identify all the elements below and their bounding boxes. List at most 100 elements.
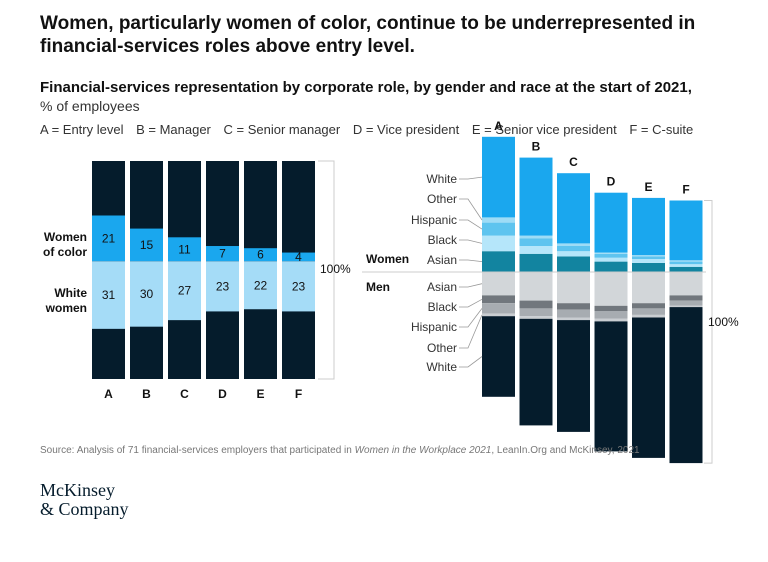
left-total-label: 100%: [320, 262, 351, 276]
right-bar-F-men-black: [669, 295, 703, 301]
right-bar-B-men-other: [519, 316, 553, 319]
right-bar-B-women-other: [519, 235, 553, 239]
right-men-sublabel-hispanic: Hispanic: [411, 320, 457, 334]
right-category-B: B: [532, 140, 541, 154]
left-category-F: F: [295, 387, 302, 401]
left-label-A-women-of-color: 21: [102, 231, 116, 245]
left-bar-C-women-of-color: [168, 237, 201, 262]
right-bar-D-men-white: [594, 321, 628, 452]
right-men-sublabel-other: Other: [427, 341, 457, 355]
right-men-leader-white: [459, 356, 483, 368]
right-bar-B-women-asian: [519, 253, 553, 272]
right-bar-D-women-asian: [594, 261, 628, 272]
right-bar-E-women-other: [632, 255, 665, 257]
unit-label: % of employees: [40, 98, 140, 114]
right-bar-E-men-black: [632, 303, 665, 309]
right-men-sublabel-asian: Asian: [427, 280, 457, 294]
right-bar-A-men-asian: [482, 272, 515, 296]
right-bar-C-men-hispanic: [557, 309, 590, 318]
right-women-leader-asian: [459, 259, 483, 262]
left-label-B-women-of-color: 15: [140, 238, 154, 252]
left-label-D-women-of-color: 7: [219, 247, 226, 261]
left-label-E-white-women: 22: [254, 278, 268, 292]
right-bar-D-women-hispanic: [594, 253, 628, 258]
right-bar-C-women-hispanic: [557, 246, 590, 252]
right-bar-E-women-black: [632, 259, 665, 263]
left-category-E: E: [256, 387, 264, 401]
right-total-bracket: [704, 200, 713, 464]
right-women-label: Women: [366, 252, 409, 266]
right-category-F: F: [682, 183, 689, 197]
right-women-sublabel-white: White: [426, 172, 457, 186]
right-bar-C-women-other: [557, 243, 590, 246]
role-legend-f: F = C-suite: [629, 122, 694, 137]
role-legend-b: B = Manager: [136, 122, 211, 137]
right-bar-F-men-asian: [669, 272, 703, 296]
right-bar-F-men-hispanic: [669, 300, 703, 306]
left-bar-A-women-of-color: [92, 215, 125, 262]
right-bar-A-women-hispanic: [482, 222, 515, 236]
right-men-leader-other: [459, 314, 483, 349]
right-bar-A-men-other: [482, 313, 515, 317]
left-label-B-white-women: 30: [140, 287, 154, 301]
left-label-E-women-of-color: 6: [257, 248, 264, 262]
right-bar-A-women-white: [482, 136, 515, 218]
right-category-C: C: [569, 155, 578, 169]
role-legend-e: E = Senior vice president: [471, 122, 617, 137]
left-bar-B-white-women: [130, 261, 163, 327]
right-men-leader-hispanic: [459, 308, 483, 328]
right-bar-E-women-hispanic: [632, 256, 665, 259]
right-bar-C-men-asian: [557, 272, 590, 304]
right-women-sublabel-black: Black: [428, 233, 458, 247]
role-legend-a: A = Entry level: [40, 122, 124, 137]
left-bar-E-women-of-color: [244, 248, 277, 262]
right-bar-F-men-other: [669, 305, 703, 308]
left-bar-F-white-women: [282, 261, 315, 312]
right-bar-F-women-white: [669, 200, 703, 261]
right-women-sublabel-other: Other: [427, 192, 457, 206]
role-legend-c: C = Senior manager: [223, 122, 341, 137]
right-bar-A-men-hispanic: [482, 303, 515, 314]
right-men-label: Men: [366, 280, 390, 294]
right-men-sublabel-black: Black: [428, 300, 458, 314]
right-bar-A-women-asian: [482, 251, 515, 272]
left-series-label-women-of-color: Women of color: [43, 230, 87, 259]
headline: Women, particularly women of color, cont…: [40, 13, 696, 57]
right-bar-E-men-asian: [632, 272, 665, 304]
right-bar-F-men-white: [669, 307, 703, 464]
left-label-F-white-women: 23: [292, 279, 306, 293]
left-label-C-women-of-color: 11: [178, 242, 191, 256]
source-prefix: Source: Analysis of 71 financial-service…: [40, 445, 355, 456]
right-bar-C-men-black: [557, 303, 590, 310]
right-bar-D-women-black: [594, 257, 628, 262]
right-bar-B-women-hispanic: [519, 238, 553, 246]
right-bar-E-women-white: [632, 197, 665, 256]
right-category-A: A: [494, 119, 503, 133]
logo-line-1: McKinsey: [40, 480, 115, 500]
right-bar-D-women-white: [594, 192, 628, 253]
logo-line-2: & Company: [40, 499, 129, 519]
left-category-D: D: [218, 387, 227, 401]
role-legend-d: D = Vice president: [352, 122, 460, 137]
right-women-leader-hispanic: [459, 219, 483, 230]
right-bar-F-women-other: [669, 260, 703, 262]
right-men-leader-asian: [459, 283, 483, 288]
right-women-sublabel-asian: Asian: [427, 253, 457, 267]
left-bar-E-white-women: [244, 261, 277, 310]
left-category-C: C: [180, 387, 189, 401]
right-bar-B-men-asian: [519, 272, 553, 301]
right-bar-A-men-white: [482, 316, 515, 397]
right-total-label: 100%: [708, 315, 739, 329]
role-legend: A = Entry level B = Manager C = Senior m…: [40, 122, 702, 137]
right-bar-B-women-black: [519, 246, 553, 254]
right-bar-D-men-other: [594, 318, 628, 322]
right-bar-E-women-asian: [632, 262, 665, 272]
left-category-B: B: [142, 387, 151, 401]
right-bar-B-men-black: [519, 300, 553, 309]
right-bar-D-men-black: [594, 305, 628, 311]
source-title: Women in the Workplace 2021: [354, 445, 492, 456]
left-series-label-white-women: White women: [45, 286, 88, 315]
right-category-D: D: [607, 175, 616, 189]
left-label-F-women-of-color: 4: [295, 250, 302, 264]
right-bar-B-men-hispanic: [519, 308, 553, 317]
